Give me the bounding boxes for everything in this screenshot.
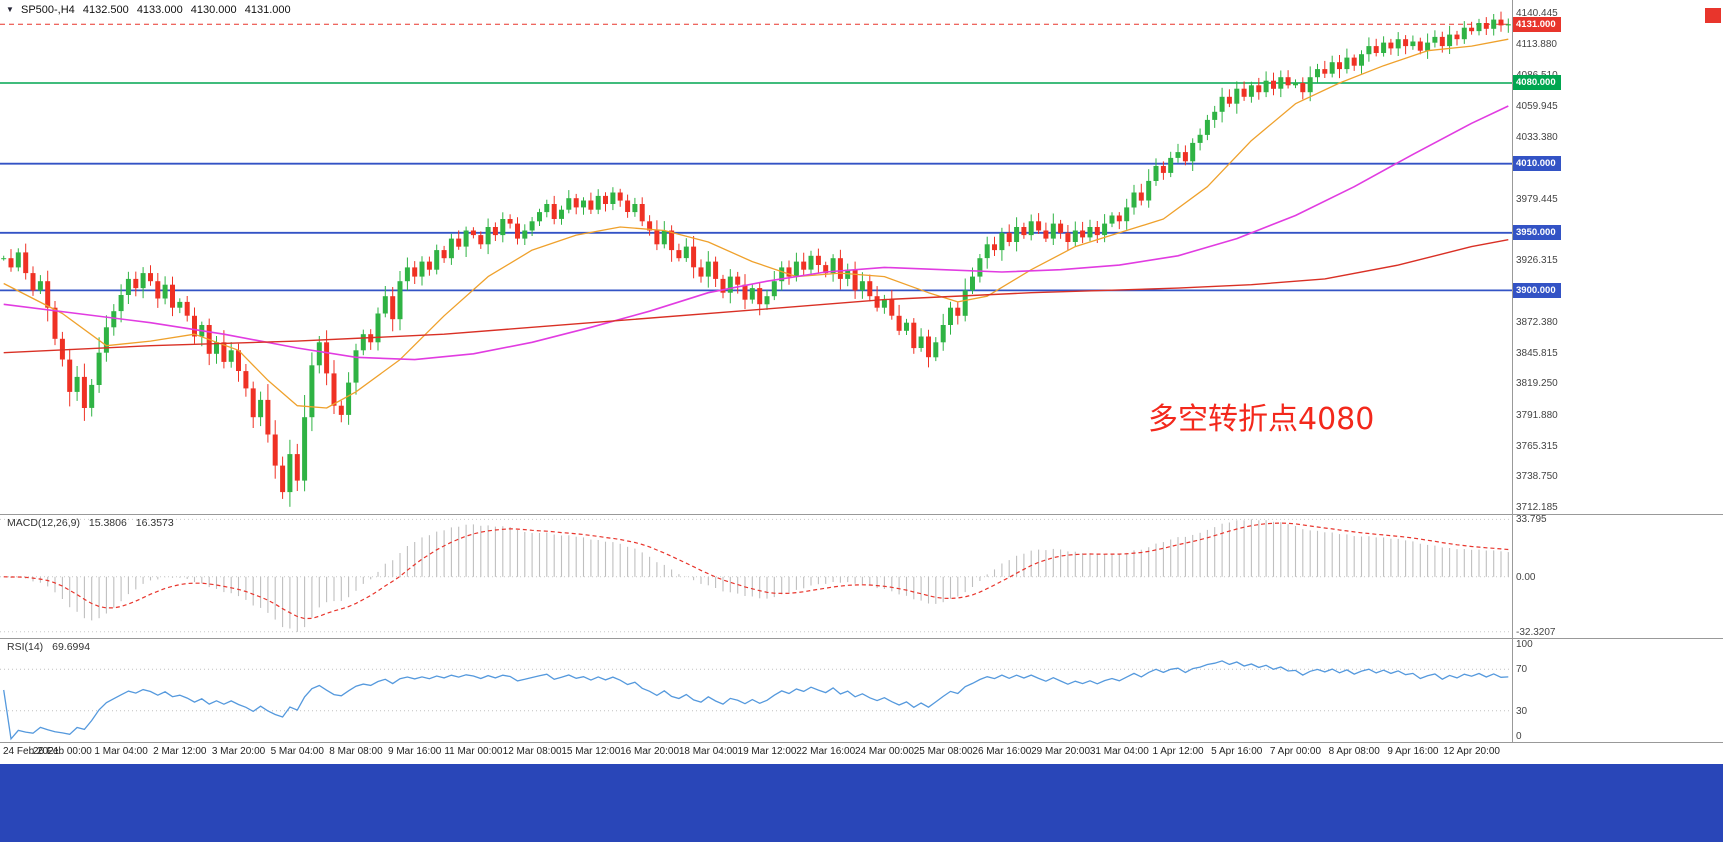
price-badge: 3950.000 [1513, 225, 1561, 241]
macd-axis-label: 0.00 [1516, 571, 1536, 583]
rsi-line [3, 660, 1509, 741]
time-label: 18 Mar 04:00 [678, 746, 738, 757]
price-tick: 3765.315 [1516, 440, 1558, 452]
price-tick: 4113.880 [1516, 38, 1557, 50]
rsi-plot[interactable] [0, 638, 1512, 742]
time-label: 8 Apr 08:00 [1328, 746, 1380, 757]
time-label: 25 Mar 08:00 [913, 746, 973, 757]
panel-divider [0, 514, 1723, 515]
price-tick: 3979.445 [1516, 193, 1558, 205]
rsi-panel: RSI(14) 69.6994 [0, 638, 1512, 742]
chart-title: ▼ SP500-,H4 4132.500 4133.000 4130.000 4… [6, 4, 296, 16]
time-label: 1 Apr 12:00 [1152, 746, 1204, 757]
rsi-name: RSI(14) [7, 641, 44, 653]
time-label: 8 Mar 08:00 [329, 746, 383, 757]
macd-axis-label: 33.795 [1516, 514, 1547, 526]
ma-slow-red [3, 239, 1509, 354]
price-tick: 3791.880 [1516, 410, 1558, 422]
time-label: 16 Mar 20:00 [620, 746, 680, 757]
rsi-value: 69.6994 [52, 641, 91, 653]
collapse-arrow-icon[interactable]: ▼ [6, 5, 14, 14]
price-tick: 3926.315 [1516, 255, 1558, 267]
macd-value-signal: 16.3573 [135, 517, 174, 529]
time-label: 24 Mar 00:00 [854, 746, 914, 757]
time-label: 3 Mar 20:00 [211, 746, 266, 757]
price-badge: 4131.000 [1513, 16, 1561, 32]
panel-divider [0, 742, 1723, 743]
price-tick: 3845.815 [1516, 347, 1558, 359]
time-label: 26 Mar 16:00 [972, 746, 1032, 757]
price-tick: 3872.380 [1516, 317, 1558, 329]
panel-divider [0, 638, 1723, 639]
plot-axis-divider [1512, 0, 1513, 742]
time-label: 19 Mar 12:00 [737, 746, 797, 757]
price-tick: 3738.750 [1516, 471, 1558, 483]
price-tick: 4033.380 [1516, 131, 1558, 143]
candlestick-plot[interactable] [0, 0, 1512, 514]
macd-axis-label: -32.3207 [1516, 626, 1556, 638]
time-label: 5 Apr 16:00 [1211, 746, 1263, 757]
bar-open-value: 4132.500 [82, 4, 129, 16]
time-label: 7 Apr 00:00 [1269, 746, 1322, 757]
time-axis[interactable]: 24 Feb 2021 26 Feb 00:00 1 Mar 04:00 2 Mar … [0, 742, 1512, 764]
time-label: 29 Mar 20:00 [1031, 746, 1091, 757]
price-badge: 4080.000 [1513, 75, 1561, 91]
rsi-axis-label: 100 [1516, 639, 1533, 650]
time-label: 12 Mar 08:00 [502, 746, 562, 757]
time-label: 15 Mar 12:00 [561, 746, 621, 757]
time-label: 5 Mar 04:00 [270, 746, 324, 757]
bar-low-value: 4130.000 [190, 4, 237, 16]
macd-name: MACD(12,26,9) [7, 517, 80, 529]
macd-panel: MACD(12,26,9) 15.3806 16.3573 [0, 514, 1512, 638]
price-tick: 4140.445 [1516, 8, 1558, 20]
corner-marker [1705, 8, 1721, 23]
ma-fast-orange [3, 38, 1509, 409]
main-chart-panel [0, 0, 1512, 514]
ma-medium-magenta [3, 105, 1509, 361]
price-tick: 3819.250 [1516, 378, 1558, 390]
time-label: 9 Mar 16:00 [388, 746, 442, 757]
time-label: 22 Mar 16:00 [796, 746, 856, 757]
rsi-axis-label: 70 [1516, 664, 1528, 676]
candles [1, 11, 1511, 507]
price-tick: 3712.185 [1516, 501, 1558, 513]
bar-close-value: 4131.000 [244, 4, 291, 16]
time-label: 1 Mar 04:00 [94, 746, 148, 757]
time-label: 26 Feb 00:00 [32, 746, 92, 757]
time-label: 11 Mar 00:00 [444, 746, 503, 757]
rsi-axis-label: 0 [1516, 731, 1522, 742]
price-axis[interactable]: 4140.4454113.8804086.5104059.9454033.380… [1513, 0, 1723, 742]
macd-plot[interactable] [0, 514, 1512, 638]
time-label: 12 Apr 20:00 [1443, 746, 1500, 757]
price-badge: 3900.000 [1513, 282, 1561, 298]
price-tick: 4059.945 [1516, 101, 1558, 113]
bar-high-value: 4133.000 [136, 4, 183, 16]
price-badge: 4010.000 [1513, 156, 1561, 172]
rsi-axis-label: 30 [1516, 705, 1528, 717]
macd-label: MACD(12,26,9) 15.3806 16.3573 [7, 517, 180, 529]
time-label: 2 Mar 12:00 [153, 746, 207, 757]
rsi-label: RSI(14) 69.6994 [7, 641, 96, 653]
macd-histogram [10, 519, 1509, 632]
time-label: 31 Mar 04:00 [1089, 746, 1149, 757]
bottom-bar [0, 764, 1723, 842]
macd-signal-line [3, 522, 1509, 620]
time-label: 24 Feb 2021 [3, 746, 60, 757]
annotation-text: 多空转折点4080 [1148, 402, 1375, 437]
symbol-period: SP500-,H4 [20, 4, 75, 16]
macd-value-main: 15.3806 [88, 517, 127, 529]
time-label: 9 Apr 16:00 [1387, 746, 1439, 757]
